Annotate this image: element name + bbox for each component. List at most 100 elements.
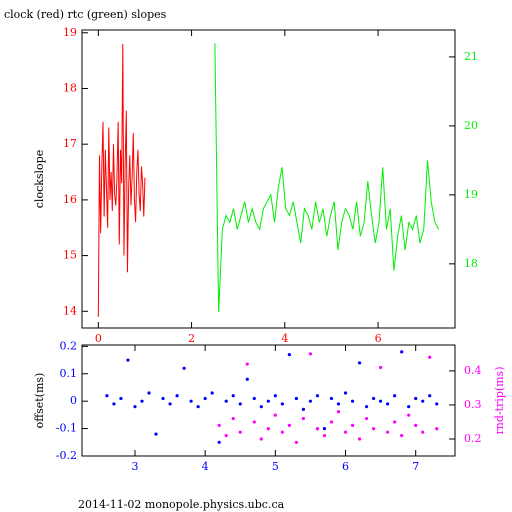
data-point (393, 394, 397, 398)
data-point (308, 399, 313, 403)
data-point (189, 399, 193, 403)
data-point (379, 399, 383, 403)
data-point (428, 355, 432, 359)
data-point (386, 402, 390, 406)
y2-tick-label: 19 (464, 188, 478, 201)
y-tick-label: -0.2 (56, 449, 77, 462)
y-tick-label: 19 (63, 26, 77, 39)
data-point (322, 426, 327, 431)
data-point (266, 427, 270, 431)
plot-frame (81, 29, 456, 329)
data-point (231, 416, 235, 421)
data-point (336, 402, 341, 406)
x-tick-label: 4 (281, 332, 288, 345)
data-point (400, 350, 404, 354)
data-point (315, 394, 320, 398)
data-point (238, 430, 242, 434)
x-tick-label: 5 (272, 460, 279, 473)
x-tick-label: 3 (131, 460, 138, 473)
data-point (435, 427, 439, 431)
y2-axis-label: rnd-trip(ms) (493, 367, 506, 435)
data-point (280, 430, 284, 434)
y-tick-label: 0.1 (60, 367, 78, 380)
data-point (168, 402, 172, 406)
data-point (273, 394, 277, 398)
y-tick-label: 15 (63, 249, 77, 262)
data-point (336, 410, 341, 414)
data-point (280, 402, 284, 406)
data-point (245, 377, 249, 381)
data-point (421, 430, 425, 434)
data-line (97, 43, 146, 317)
data-point (322, 433, 327, 438)
y-tick-label: -0.1 (56, 422, 77, 435)
plot-frame (81, 344, 456, 457)
data-point (119, 396, 123, 401)
data-point (175, 394, 179, 398)
data-point (273, 413, 277, 417)
y-tick-label: 17 (63, 137, 77, 150)
data-point (308, 352, 313, 356)
y2-tick-label: 21 (464, 50, 478, 63)
data-point (400, 433, 404, 438)
x-tick-label: 6 (342, 460, 349, 473)
data-point (301, 416, 306, 421)
data-point (343, 391, 348, 395)
data-point (217, 423, 221, 427)
data-point (364, 416, 369, 421)
data-point (371, 396, 376, 401)
data-point (224, 399, 228, 403)
data-point (414, 423, 418, 427)
x-tick-label: 7 (412, 460, 419, 473)
data-point (147, 391, 151, 395)
y2-tick-label: 0.4 (464, 364, 482, 377)
data-point (112, 402, 116, 406)
data-point (428, 394, 432, 398)
data-point (301, 407, 306, 412)
y-tick-label: 16 (63, 193, 77, 206)
data-point (343, 430, 348, 434)
data-point (161, 396, 165, 401)
data-line (214, 43, 440, 313)
y-axis-label: clockslope (33, 150, 46, 208)
y2-tick-label: 0.2 (464, 432, 482, 445)
data-point (294, 396, 298, 401)
data-point (231, 394, 235, 398)
data-point (315, 427, 320, 431)
data-point (407, 413, 411, 417)
y2-tick-label: 20 (464, 119, 478, 132)
data-point (393, 420, 397, 424)
data-point (379, 365, 383, 370)
data-point (357, 437, 362, 441)
x-tick-label: 2 (188, 332, 195, 345)
y-tick-label: 18 (63, 81, 77, 94)
data-point (435, 402, 439, 406)
data-point (371, 427, 376, 431)
y2-tick-label: 18 (464, 257, 478, 270)
chart-title: clock (red) rtc (green) slopes (4, 8, 167, 21)
data-point (350, 423, 355, 427)
data-point (126, 358, 130, 362)
x-tick-label: 4 (202, 460, 209, 473)
data-point (259, 437, 263, 441)
data-point (357, 361, 362, 365)
y-axis-label: offset(ms) (33, 373, 46, 429)
data-point (386, 430, 390, 434)
data-point (266, 399, 270, 403)
data-point (105, 394, 109, 398)
data-point (182, 366, 186, 370)
data-point (245, 362, 249, 366)
x-tick-label: 6 (375, 332, 382, 345)
data-point (329, 396, 334, 401)
x-tick-label: 0 (95, 332, 102, 345)
y-tick-label: 14 (63, 304, 77, 317)
footer: 2014-11-02 monopole.physics.ubc.ca (78, 498, 285, 511)
data-point (133, 405, 137, 409)
data-point (154, 432, 158, 436)
data-point (294, 440, 298, 444)
data-point (350, 399, 355, 403)
y2-tick-label: 0.3 (464, 398, 482, 411)
data-point (196, 405, 200, 409)
data-point (217, 440, 221, 444)
data-point (224, 433, 228, 438)
